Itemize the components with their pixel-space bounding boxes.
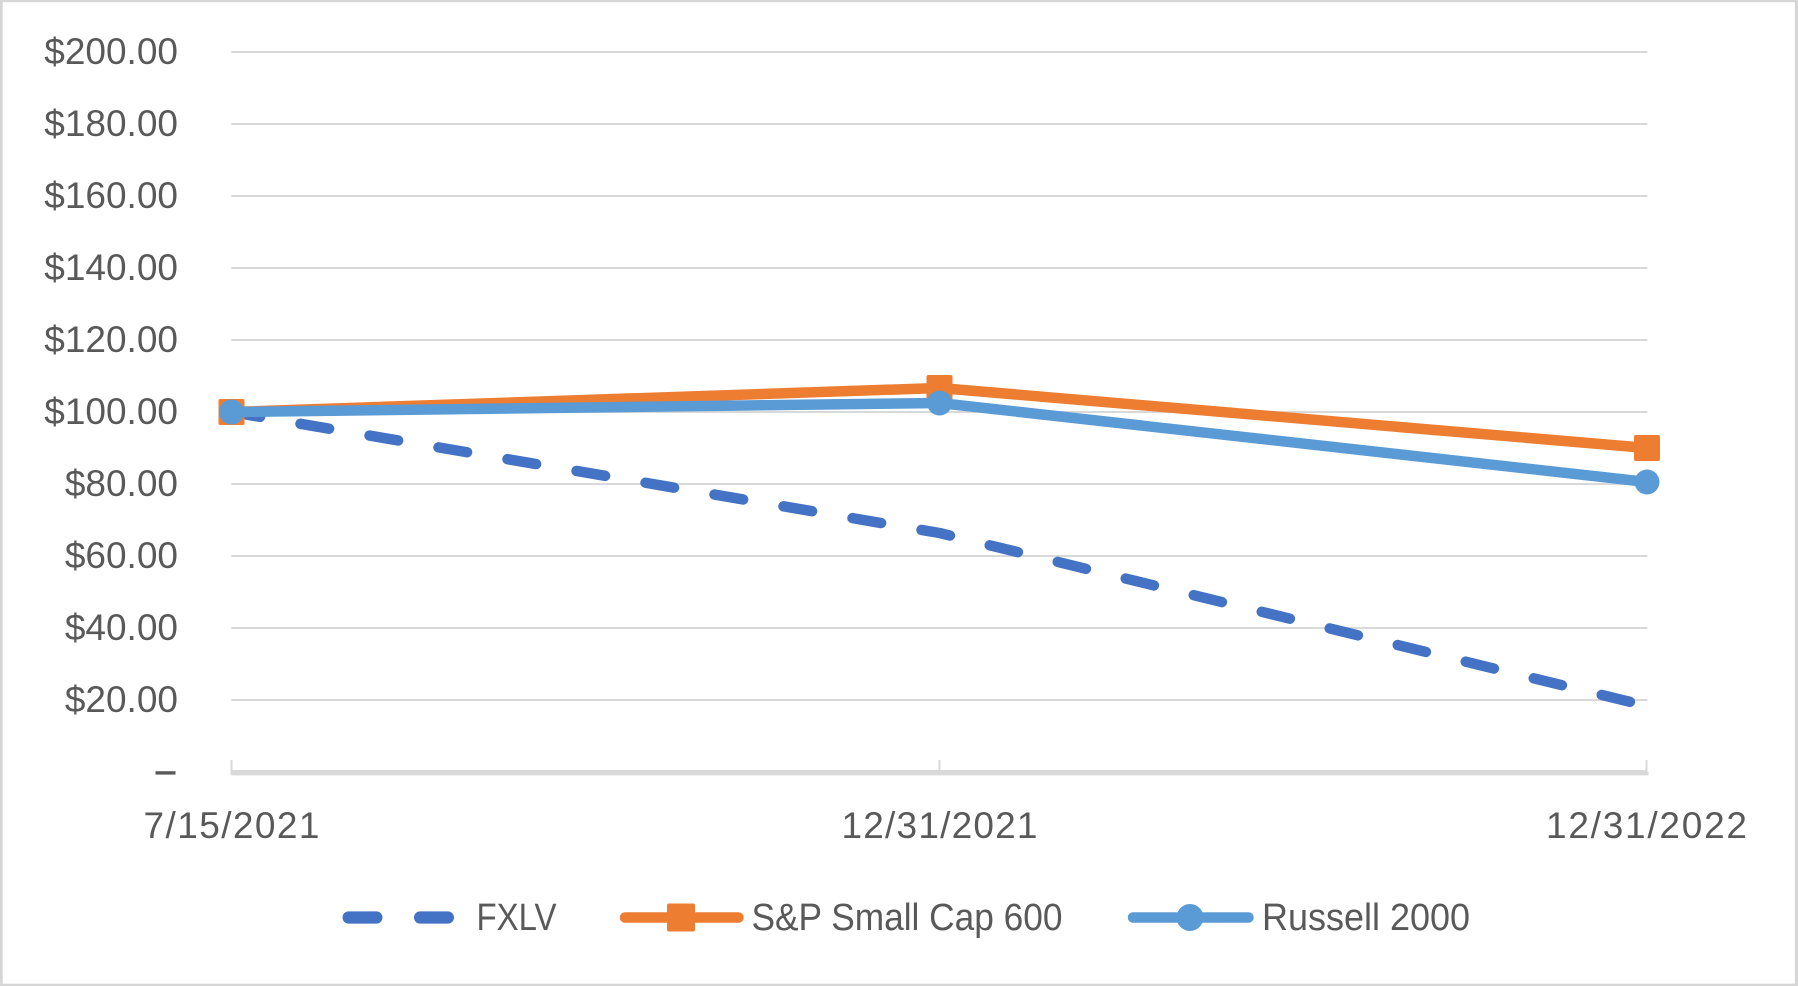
svg-text:12/31/2021: 12/31/2021 xyxy=(842,805,1038,846)
svg-text:$100.00: $100.00 xyxy=(44,391,178,432)
svg-text:$200.00: $200.00 xyxy=(44,31,178,72)
svg-text:12/31/2022: 12/31/2022 xyxy=(1546,805,1747,846)
svg-text:$20.00: $20.00 xyxy=(65,679,178,720)
svg-text:$40.00: $40.00 xyxy=(65,607,178,648)
svg-text:Russell 2000: Russell 2000 xyxy=(1262,897,1470,939)
svg-text:$60.00: $60.00 xyxy=(65,535,178,576)
svg-text:$80.00: $80.00 xyxy=(65,463,178,504)
svg-text:FXLV: FXLV xyxy=(477,897,558,939)
svg-text:$140.00: $140.00 xyxy=(44,247,178,288)
svg-text:$180.00: $180.00 xyxy=(44,103,178,144)
svg-text:S&P Small Cap 600: S&P Small Cap 600 xyxy=(752,897,1063,939)
svg-text:$120.00: $120.00 xyxy=(44,319,178,360)
svg-text:$160.00: $160.00 xyxy=(44,175,178,216)
